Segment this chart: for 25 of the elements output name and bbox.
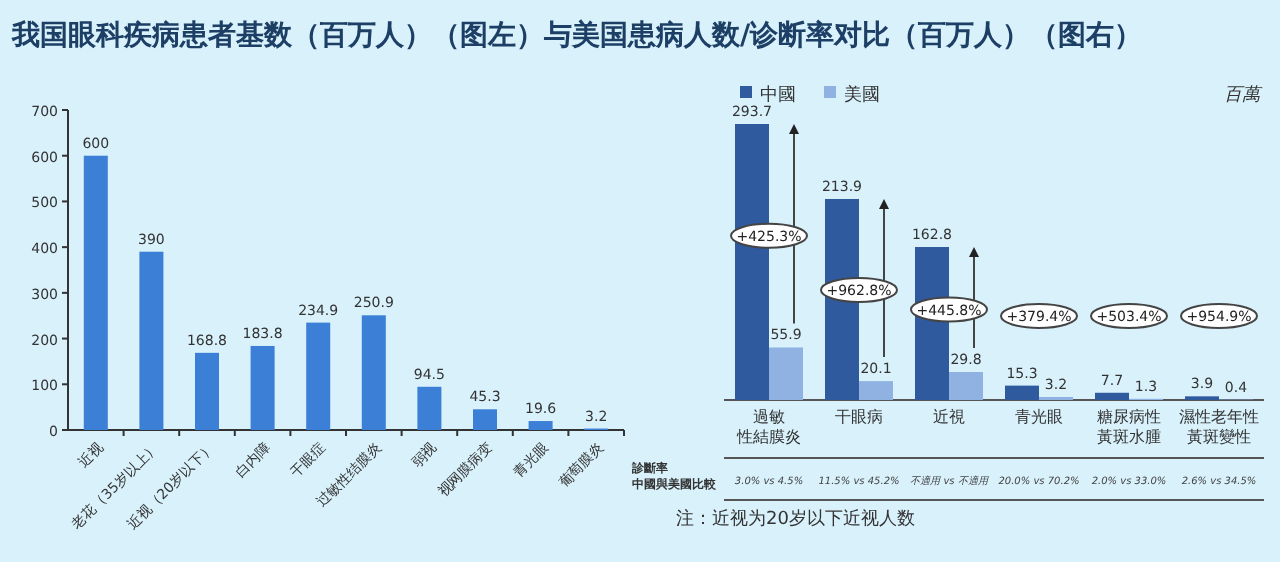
bar xyxy=(769,347,803,400)
bar xyxy=(473,409,497,430)
bar xyxy=(83,155,108,430)
x-tick-label: 過敏性結膜炎 xyxy=(735,408,801,446)
bar xyxy=(306,322,331,430)
text: 注：近视为20岁以下近视人数 xyxy=(676,508,915,530)
bar xyxy=(949,372,983,400)
chart-title: 我国眼科疾病患者基数（百万人）（图左）与美国患病人数/诊断率对比（百万人）（图右） xyxy=(10,18,1143,52)
legend-label: 中國 xyxy=(760,84,796,106)
bar xyxy=(361,315,386,430)
bar xyxy=(528,421,553,430)
x-tick-label: 青光眼 xyxy=(1015,408,1063,426)
bar xyxy=(195,352,219,430)
legend-label: 美國 xyxy=(844,84,880,106)
bar xyxy=(139,251,164,430)
bar xyxy=(1005,385,1039,400)
bar xyxy=(1095,392,1129,400)
x-tick-label: 濕性老年性黃斑變性 xyxy=(1179,408,1259,446)
bar xyxy=(859,381,893,400)
bar xyxy=(417,386,442,430)
y-axis-title: 百萬 xyxy=(1224,84,1264,106)
x-tick-label: 近視 xyxy=(933,408,965,426)
x-tick-label: 干眼病 xyxy=(835,408,883,426)
x-tick-label: 糖尿病性黃斑水腫 xyxy=(1097,408,1161,446)
bar xyxy=(250,345,275,430)
